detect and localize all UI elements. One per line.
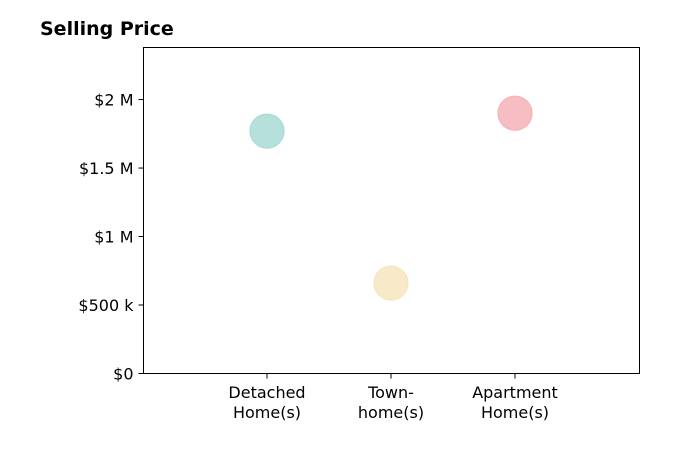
x-tick-label-line: home(s) (358, 403, 424, 422)
x-tick-label-line: Town- (367, 383, 414, 402)
x-axis: Detached Home(s)Town-home(s)Apartment Home… (228, 373, 558, 422)
y-axis: $0 $500 k $1 M $1.5 M $2 M (78, 91, 144, 384)
y-tick-label: $500 k (78, 296, 134, 315)
x-tick-label-line: Home(s) (481, 403, 549, 422)
data-points (249, 95, 533, 301)
data-point (497, 95, 533, 131)
y-tick-label: $2 M (94, 91, 133, 110)
chart-title: Selling Price (40, 18, 174, 40)
x-tick-label: Town-home(s) (358, 383, 424, 422)
plot-area-frame (143, 47, 640, 374)
data-point (249, 113, 285, 149)
x-tick-label: Detached Home(s) (228, 383, 305, 422)
y-tick-label: $0 (113, 365, 133, 384)
x-tick-label-line: Apartment (472, 383, 558, 402)
x-tick-label-line: Detached (228, 383, 305, 402)
data-point (373, 265, 409, 301)
x-tick-label-line: Home(s) (233, 403, 301, 422)
y-tick-label: $1 M (94, 228, 133, 247)
y-tick-label: $1.5 M (79, 159, 134, 178)
x-tick-label: Apartment Home(s) (472, 383, 558, 422)
